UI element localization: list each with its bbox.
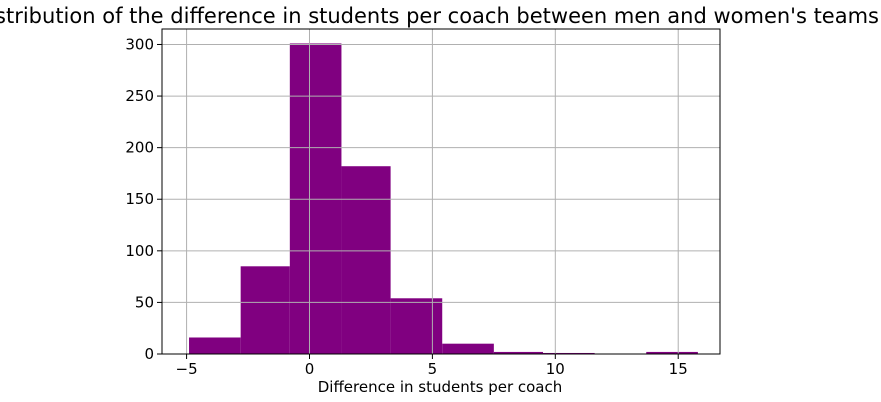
x-tick-label: −5: [176, 360, 198, 378]
histogram-bar-3: [341, 166, 391, 354]
histogram-bar-7: [543, 352, 595, 354]
x-tick-label: 5: [428, 360, 438, 378]
histogram-bars: [162, 29, 720, 355]
histogram-bar-6: [493, 351, 544, 354]
x-tick-label: 0: [305, 360, 315, 378]
histogram-bar-2: [289, 43, 342, 354]
y-tick-label: 300: [125, 35, 154, 53]
y-tick-label: 0: [144, 345, 154, 363]
histogram-bar-4: [390, 298, 443, 354]
x-axis-label: Difference in students per coach: [318, 378, 563, 396]
y-tick-label: 150: [125, 190, 154, 208]
x-tick-label: 10: [546, 360, 565, 378]
histogram-bar-5: [442, 343, 494, 354]
histogram-bar-9: [646, 351, 698, 354]
histogram-bar-0: [189, 337, 241, 354]
plot-frame: [161, 28, 721, 355]
y-tick-label: 50: [135, 293, 154, 311]
y-tick-label: 200: [125, 139, 154, 157]
y-tick-label: 100: [125, 242, 154, 260]
histogram-bar-1: [240, 266, 290, 354]
chart-title: Distribution of the difference in studen…: [0, 4, 879, 28]
y-tick-label: 250: [125, 87, 154, 105]
x-tick-label: 15: [669, 360, 688, 378]
